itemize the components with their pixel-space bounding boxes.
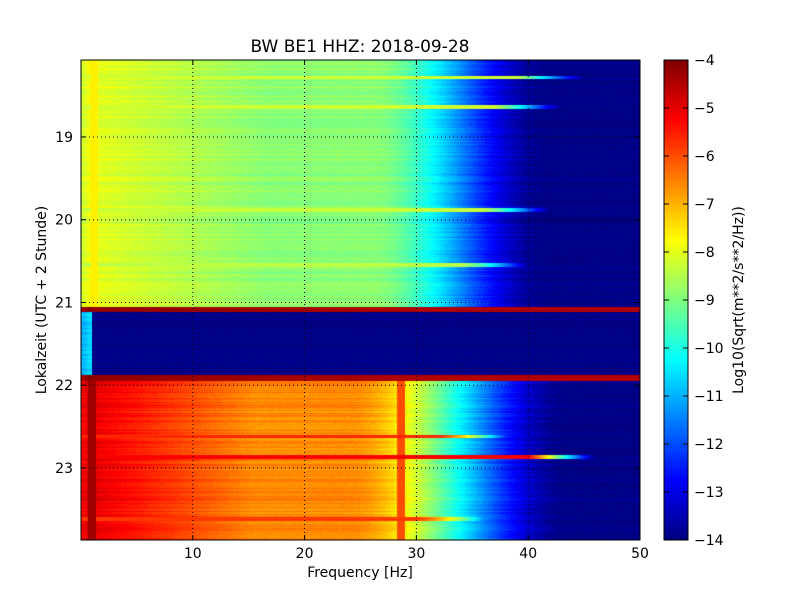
colorbar-tick-label: −5 — [694, 101, 715, 117]
colorbar-tick-label: −6 — [694, 149, 715, 165]
colorbar: −4 −5 −6 −7 −8 −9 −10 −11 −12 −13 −14 Log10(Sqrt(m… — [663, 53, 747, 549]
colorbar-tick-label: −10 — [694, 341, 724, 357]
colorbar-tick-label: −13 — [694, 485, 724, 501]
y-tick-label: 19 — [55, 130, 73, 146]
chart-title: BW BE1 HHZ: 2018-09-28 — [250, 37, 469, 57]
colorbar-tick-label: −7 — [694, 197, 715, 213]
x-tick-label: 10 — [184, 546, 202, 562]
spectrogram-plot-area — [81, 60, 640, 540]
grid-lines — [81, 60, 640, 540]
y-tick-label: 22 — [55, 378, 73, 394]
x-tick-label: 20 — [296, 546, 314, 562]
colorbar-tick-label: −4 — [694, 53, 715, 69]
x-axis-ticks: 10 20 30 40 50 — [184, 60, 649, 562]
colorbar-tick-label: −8 — [694, 245, 715, 261]
x-tick-label: 40 — [519, 546, 537, 562]
plot-frame — [80, 59, 641, 541]
colorbar-tick-label: −9 — [694, 293, 715, 309]
colorbar-ticks: −4 −5 −6 −7 −8 −9 −10 −11 −12 −13 −14 — [664, 53, 724, 549]
y-axis-ticks: 19 20 21 22 23 — [55, 130, 640, 477]
colorbar-tick-label: −12 — [694, 437, 724, 453]
y-tick-label: 21 — [55, 295, 73, 311]
x-axis-label: Frequency [Hz] — [307, 565, 413, 581]
colorbar-tick-label: −11 — [694, 389, 724, 405]
colorbar-label: Log10(Sqrt(m**2/s**2/Hz)) — [731, 206, 747, 394]
y-axis-label: Lokalzeit (UTC + 2 Stunde) — [34, 206, 50, 395]
y-tick-label: 23 — [55, 461, 73, 477]
x-tick-label: 50 — [631, 546, 649, 562]
y-tick-label: 20 — [55, 213, 73, 229]
colorbar-tick-label: −14 — [694, 533, 724, 549]
x-tick-label: 30 — [407, 546, 425, 562]
